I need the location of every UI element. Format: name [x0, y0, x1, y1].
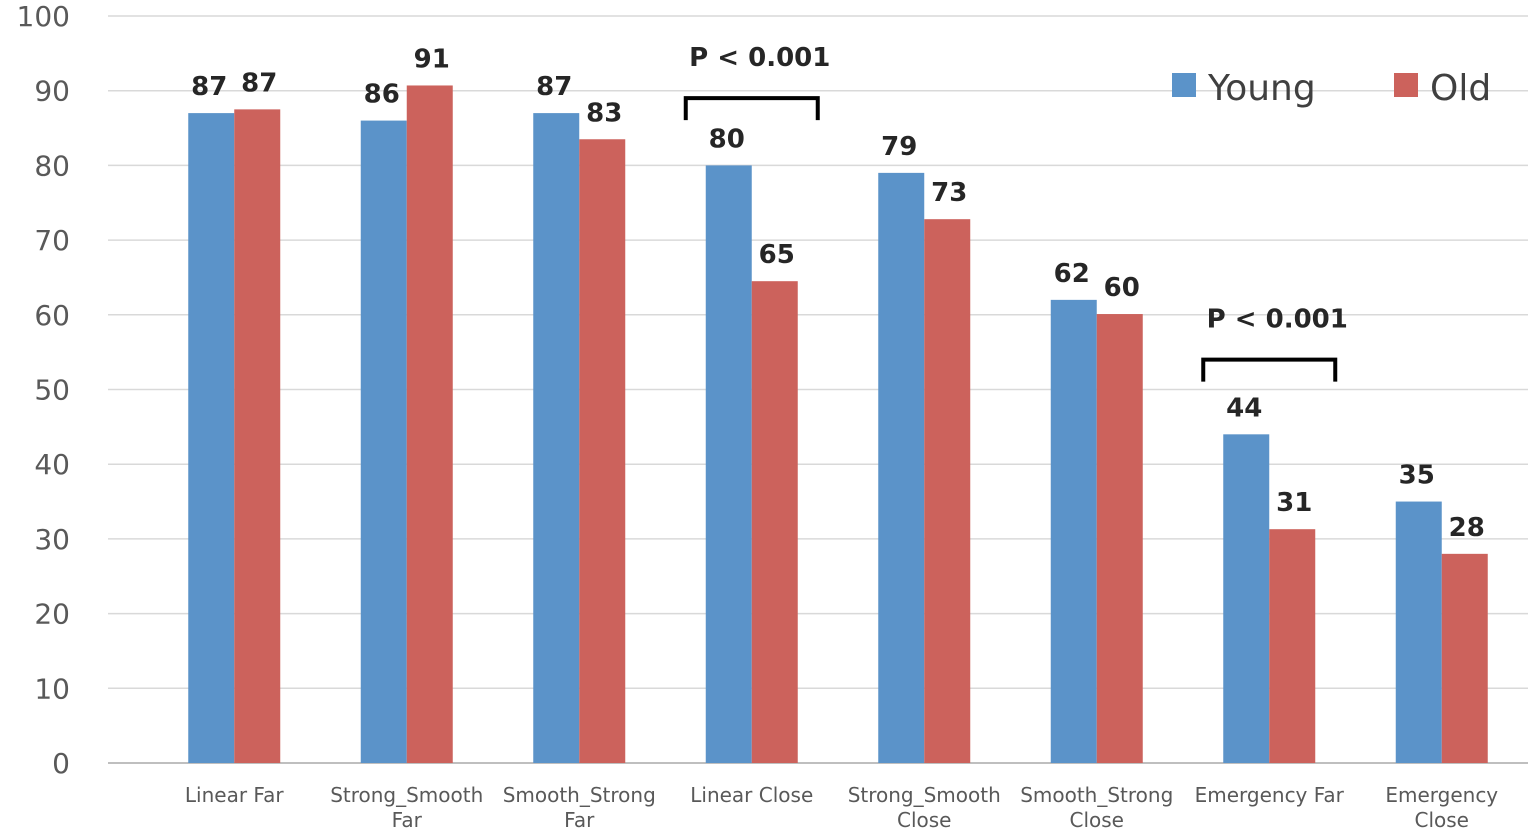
data-label-young: 86	[364, 80, 400, 110]
x-tick-label: Smooth_Strong	[1020, 783, 1173, 807]
x-tick-label: Emergency	[1385, 783, 1498, 807]
y-tick-label: 0	[52, 747, 70, 780]
data-label-young: 35	[1399, 461, 1435, 491]
legend: Young Old	[1172, 68, 1491, 109]
data-labels: 87 87 86 91 87 83 80 65 79 73 62 60 44 31 35 28	[191, 44, 1485, 542]
x-tick-label: Close	[1415, 808, 1469, 832]
bars	[188, 85, 1488, 764]
bar-young	[1050, 299, 1097, 763]
bar-old	[751, 281, 798, 763]
x-tick-label: Close	[1070, 808, 1124, 832]
bar-young	[1223, 434, 1270, 763]
x-tick-label: Strong_Smooth	[848, 783, 1001, 807]
data-label-old: 60	[1104, 273, 1140, 303]
y-tick-label: 80	[34, 149, 70, 182]
y-tick-label: 20	[34, 598, 70, 631]
bar-old	[406, 85, 453, 763]
data-label-young: 62	[1054, 259, 1090, 289]
y-tick-label: 60	[34, 299, 70, 332]
x-tick-label: Far	[564, 808, 595, 832]
data-label-young: 87	[191, 72, 227, 102]
significance-annotations: P < 0.001 P < 0.001	[683, 43, 1348, 382]
bar-old	[1096, 314, 1143, 763]
data-label-old: 65	[759, 240, 795, 270]
x-tick-label: Linear Close	[690, 783, 813, 807]
legend-swatch-young	[1172, 73, 1196, 97]
bar-young	[360, 120, 407, 763]
data-label-old: 83	[586, 98, 622, 128]
data-label-old: 87	[241, 68, 277, 98]
data-label-young: 80	[709, 124, 745, 154]
y-tick-label: 40	[34, 448, 70, 481]
data-label-old: 73	[931, 178, 967, 208]
bar-young	[878, 172, 925, 763]
bar-old	[924, 219, 971, 763]
x-tick-label: Far	[392, 808, 423, 832]
y-axis-ticks: 0 10 20 30 40 50 60 70 80 90 100	[17, 0, 70, 780]
bar-young	[1395, 501, 1442, 763]
x-tick-label: Linear Far	[185, 783, 284, 807]
data-label-young: 44	[1226, 393, 1262, 423]
legend-label-young: Young	[1207, 68, 1316, 109]
data-label-young: 79	[881, 132, 917, 162]
bar-young	[188, 113, 235, 764]
significance-label: P < 0.001	[689, 43, 830, 73]
significance-label: P < 0.001	[1207, 305, 1348, 335]
bar-old	[1269, 529, 1316, 763]
x-tick-label: Smooth_Strong	[503, 783, 656, 807]
y-tick-label: 30	[34, 523, 70, 556]
legend-label-old: Old	[1430, 68, 1491, 109]
y-tick-label: 70	[34, 224, 70, 257]
x-tick-label: Close	[897, 808, 951, 832]
gridlines	[108, 15, 1528, 764]
data-label-old: 28	[1449, 513, 1485, 543]
y-tick-label: 10	[34, 672, 70, 705]
x-tick-label: Strong_Smooth	[330, 783, 483, 807]
bar-old	[1441, 553, 1488, 763]
significance-bracket	[683, 96, 820, 121]
data-label-old: 91	[414, 44, 450, 74]
data-label-young: 87	[536, 72, 572, 102]
x-axis-categories: Linear Far Strong_SmoothFarSmooth_StrongF…	[185, 783, 1498, 832]
legend-swatch-old	[1394, 73, 1418, 97]
bar-old	[579, 139, 626, 763]
y-tick-label: 50	[34, 374, 70, 407]
bar-old	[234, 109, 281, 763]
bar-young	[533, 113, 580, 764]
x-tick-label: Emergency Far	[1195, 783, 1345, 807]
y-tick-label: 90	[34, 75, 70, 108]
significance-bracket	[1201, 357, 1338, 382]
data-label-old: 31	[1276, 488, 1312, 518]
bar-young	[705, 165, 752, 763]
y-tick-label: 100	[17, 0, 70, 33]
